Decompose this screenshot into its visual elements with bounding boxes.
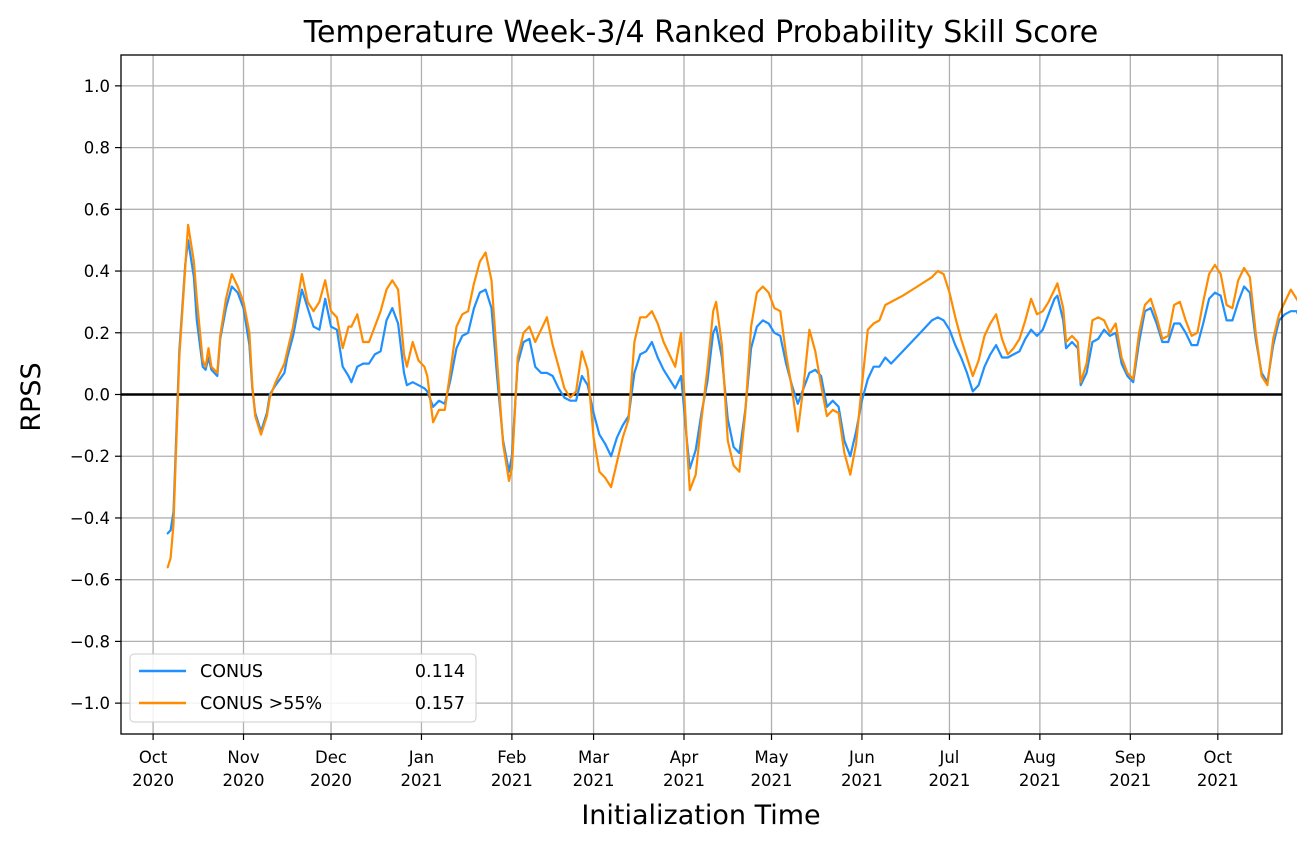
legend-value-conus: 0.114 [415, 662, 465, 682]
x-tick-month: Jun [848, 748, 875, 767]
x-tick-year: 2021 [491, 771, 533, 790]
legend-box [129, 653, 477, 723]
y-axis-ticks: 1.0 0.8 0.6 0.4 0.2 0.0 −0.2 −0.4 −0.6 −0.8 −1.0 [70, 77, 121, 713]
x-axis-label: Initialization Time [581, 800, 820, 831]
x-tick-year: 2021 [1197, 771, 1239, 790]
series-line-conus [166, 239, 1297, 535]
x-tick-month: Sep [1115, 748, 1146, 767]
y-tick-label: 0.8 [84, 139, 110, 158]
y-tick-label: −1.0 [70, 694, 110, 713]
x-tick-year: 2021 [841, 771, 883, 790]
x-tick-month: Jan [408, 748, 434, 767]
x-axis-ticks: Oct 2020 Nov 2020 Dec 2020 Jan 2021 Feb 2021 Mar 20… [132, 734, 1239, 790]
y-tick-label: −0.8 [70, 632, 110, 651]
y-tick-label: 0.0 [84, 386, 110, 405]
x-tick-year: 2020 [132, 771, 174, 790]
x-tick-year: 2021 [400, 771, 442, 790]
x-tick-year: 2021 [1019, 771, 1061, 790]
y-tick-label: −0.6 [70, 571, 110, 590]
series-lines [166, 223, 1297, 569]
x-tick-year: 2021 [1109, 771, 1151, 790]
x-tick-month: Apr [670, 748, 699, 767]
series-line-conus-55 [166, 223, 1297, 569]
y-tick-label: 0.2 [84, 324, 110, 343]
y-tick-label: 0.4 [84, 262, 110, 281]
chart-title: Temperature Week-3/4 Ranked Probability … [303, 15, 1098, 50]
legend-label-conus-55: CONUS >55% [200, 694, 322, 714]
x-tick-month: Mar [578, 748, 609, 767]
x-tick-month: Oct [139, 748, 168, 767]
x-tick-month: Dec [315, 748, 347, 767]
x-tick-year: 2020 [223, 771, 265, 790]
y-tick-label: 0.6 [84, 200, 110, 219]
x-tick-year: 2021 [751, 771, 793, 790]
legend-value-conus-55: 0.157 [415, 694, 465, 714]
x-tick-month: Aug [1024, 748, 1056, 767]
x-tick-month: May [754, 748, 788, 767]
y-tick-label: −0.4 [70, 509, 110, 528]
legend: CONUS 0.114 CONUS >55% 0.157 [129, 653, 477, 723]
x-tick-month: Nov [227, 748, 259, 767]
y-tick-label: 1.0 [84, 77, 110, 96]
x-tick-month: Jul [938, 748, 959, 767]
x-tick-month: Feb [497, 748, 526, 767]
x-tick-month: Oct [1204, 748, 1233, 767]
y-tick-label: −0.2 [70, 447, 110, 466]
x-tick-year: 2021 [928, 771, 970, 790]
legend-label-conus: CONUS [200, 662, 263, 682]
x-tick-year: 2021 [573, 771, 615, 790]
x-tick-year: 2021 [663, 771, 705, 790]
y-axis-label: RPSS [16, 362, 47, 431]
x-tick-year: 2020 [310, 771, 352, 790]
